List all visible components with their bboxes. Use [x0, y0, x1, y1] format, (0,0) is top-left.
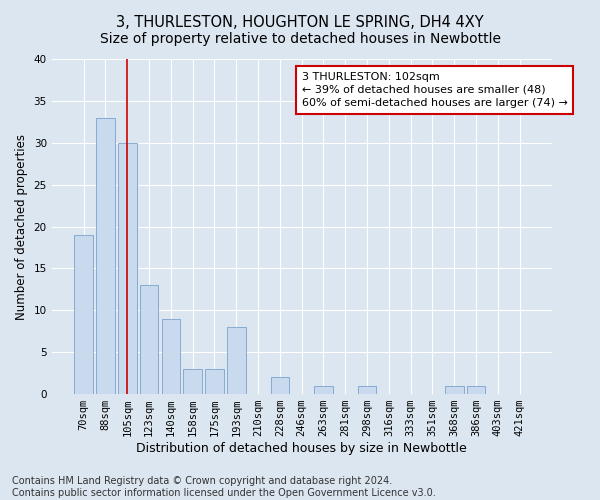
Bar: [314, 386, 333, 394]
X-axis label: Distribution of detached houses by size in Newbottle: Distribution of detached houses by size …: [136, 442, 467, 455]
Text: Size of property relative to detached houses in Newbottle: Size of property relative to detached ho…: [100, 32, 500, 46]
Y-axis label: Number of detached properties: Number of detached properties: [15, 134, 28, 320]
Bar: [271, 378, 289, 394]
Bar: [227, 327, 245, 394]
Bar: [118, 143, 137, 394]
Bar: [205, 369, 224, 394]
Bar: [96, 118, 115, 394]
Bar: [184, 369, 202, 394]
Bar: [445, 386, 464, 394]
Bar: [161, 318, 180, 394]
Bar: [467, 386, 485, 394]
Text: Contains HM Land Registry data © Crown copyright and database right 2024.
Contai: Contains HM Land Registry data © Crown c…: [12, 476, 436, 498]
Text: 3 THURLESTON: 102sqm
← 39% of detached houses are smaller (48)
60% of semi-detac: 3 THURLESTON: 102sqm ← 39% of detached h…: [302, 72, 568, 108]
Bar: [358, 386, 376, 394]
Bar: [74, 235, 93, 394]
Text: 3, THURLESTON, HOUGHTON LE SPRING, DH4 4XY: 3, THURLESTON, HOUGHTON LE SPRING, DH4 4…: [116, 15, 484, 30]
Bar: [140, 285, 158, 394]
